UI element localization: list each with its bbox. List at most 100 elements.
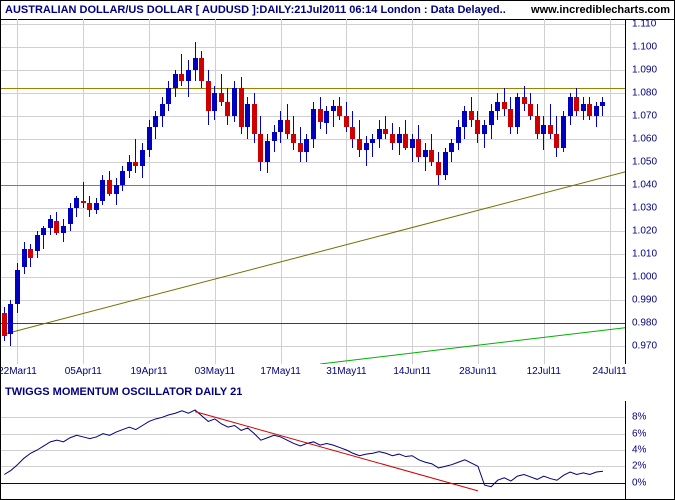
- candle[interactable]: [127, 162, 132, 171]
- candle[interactable]: [22, 249, 27, 267]
- osc-tick-label: 0%: [632, 477, 646, 488]
- candle[interactable]: [436, 162, 441, 176]
- candle[interactable]: [554, 134, 559, 148]
- candle[interactable]: [482, 125, 487, 134]
- candle[interactable]: [100, 180, 105, 201]
- candle[interactable]: [548, 125, 553, 134]
- candle[interactable]: [87, 203, 92, 210]
- candle[interactable]: [397, 134, 402, 143]
- candle[interactable]: [298, 143, 303, 152]
- candle[interactable]: [416, 139, 421, 157]
- candle[interactable]: [199, 58, 204, 81]
- candle[interactable]: [245, 104, 250, 127]
- candle[interactable]: [469, 111, 474, 120]
- candle[interactable]: [41, 228, 46, 235]
- candle[interactable]: [475, 120, 480, 134]
- candle[interactable]: [311, 109, 316, 139]
- candle[interactable]: [429, 150, 434, 162]
- oscillator-chart[interactable]: [1, 401, 626, 499]
- candle[interactable]: [489, 111, 494, 125]
- candle[interactable]: [35, 235, 40, 251]
- chart-container: AUSTRALIAN DOLLAR/US DOLLAR [ AUDUSD ]:D…: [0, 0, 675, 500]
- candle[interactable]: [28, 249, 33, 258]
- candle[interactable]: [600, 102, 605, 107]
- candle[interactable]: [239, 88, 244, 127]
- candle[interactable]: [186, 70, 191, 82]
- candle[interactable]: [515, 97, 520, 127]
- candle[interactable]: [94, 203, 99, 210]
- candle[interactable]: [535, 116, 540, 134]
- candle[interactable]: [61, 226, 66, 233]
- candle[interactable]: [304, 139, 309, 153]
- candle[interactable]: [587, 104, 592, 116]
- candle[interactable]: [574, 97, 579, 111]
- candle[interactable]: [193, 58, 198, 70]
- candle[interactable]: [344, 116, 349, 128]
- candle[interactable]: [258, 134, 263, 162]
- candle[interactable]: [219, 93, 224, 102]
- candle[interactable]: [153, 116, 158, 128]
- candle[interactable]: [212, 93, 217, 111]
- candle[interactable]: [370, 139, 375, 144]
- candle[interactable]: [285, 120, 290, 134]
- candle[interactable]: [364, 143, 369, 150]
- candle[interactable]: [140, 150, 145, 166]
- x-tick-label: 03May11: [195, 366, 235, 377]
- candle[interactable]: [160, 104, 165, 116]
- candle[interactable]: [495, 102, 500, 111]
- candle[interactable]: [443, 152, 448, 175]
- candle[interactable]: [357, 139, 362, 151]
- candle[interactable]: [68, 208, 73, 224]
- candle[interactable]: [206, 81, 211, 111]
- candle[interactable]: [581, 104, 586, 111]
- candle[interactable]: [561, 116, 566, 148]
- y-axis-price: 0.9700.9800.9901.0001.0101.0201.0301.040…: [625, 19, 674, 364]
- candle[interactable]: [383, 129, 388, 134]
- candle[interactable]: [54, 221, 59, 233]
- candle[interactable]: [265, 141, 270, 162]
- candle[interactable]: [541, 125, 546, 134]
- candle[interactable]: [337, 106, 342, 115]
- candle[interactable]: [2, 313, 7, 336]
- candle[interactable]: [522, 97, 527, 104]
- candle[interactable]: [390, 134, 395, 143]
- candle[interactable]: [462, 111, 467, 127]
- candle[interactable]: [272, 132, 277, 141]
- candle[interactable]: [107, 180, 112, 194]
- candle[interactable]: [331, 106, 336, 111]
- candle[interactable]: [508, 109, 513, 127]
- candle[interactable]: [8, 304, 13, 334]
- candle[interactable]: [48, 219, 53, 228]
- price-chart[interactable]: [1, 19, 626, 364]
- candle[interactable]: [410, 139, 415, 148]
- candle[interactable]: [456, 127, 461, 143]
- candle[interactable]: [291, 134, 296, 143]
- candle[interactable]: [120, 171, 125, 185]
- candle[interactable]: [173, 74, 178, 88]
- candle[interactable]: [81, 201, 86, 203]
- candle[interactable]: [15, 270, 20, 305]
- candle[interactable]: [528, 104, 533, 116]
- candle[interactable]: [133, 162, 138, 167]
- candle[interactable]: [594, 106, 599, 115]
- candle[interactable]: [179, 74, 184, 81]
- candle[interactable]: [114, 185, 119, 194]
- candle[interactable]: [166, 88, 171, 104]
- candle[interactable]: [350, 127, 355, 139]
- candle[interactable]: [278, 120, 283, 132]
- candle[interactable]: [318, 109, 323, 123]
- candle[interactable]: [449, 143, 454, 152]
- candle[interactable]: [252, 104, 257, 134]
- candle[interactable]: [423, 150, 428, 157]
- y-tick-label: 1.030: [632, 202, 657, 213]
- candle[interactable]: [403, 134, 408, 148]
- candle[interactable]: [225, 102, 230, 116]
- candle[interactable]: [377, 129, 382, 138]
- y-tick-label: 1.070: [632, 110, 657, 121]
- candle[interactable]: [147, 127, 152, 150]
- candle[interactable]: [568, 97, 573, 115]
- candle[interactable]: [74, 198, 79, 207]
- candle[interactable]: [502, 102, 507, 109]
- candle[interactable]: [232, 88, 237, 116]
- candle[interactable]: [324, 111, 329, 123]
